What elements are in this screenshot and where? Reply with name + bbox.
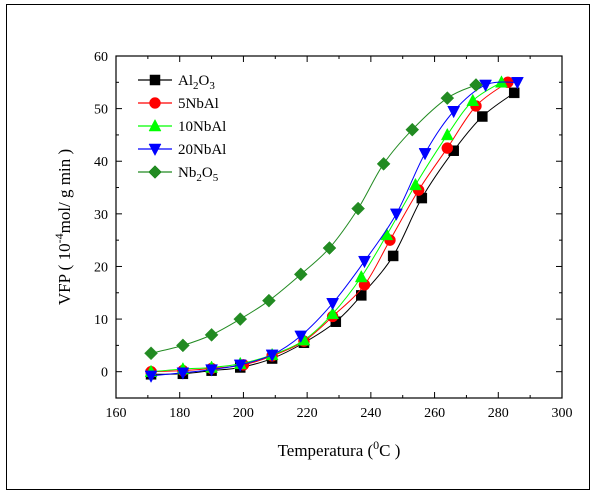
data-point — [144, 346, 158, 361]
data-point — [149, 97, 161, 109]
data-point — [440, 127, 454, 141]
data-point — [148, 143, 162, 157]
data-point — [405, 122, 420, 137]
y-axis-title-part: -4 — [52, 233, 66, 243]
data-point — [479, 79, 492, 92]
x-tick-label: 220 — [297, 406, 318, 421]
data-point — [205, 364, 218, 377]
data-point — [466, 93, 480, 106]
legend-text-part: 20NbAl — [178, 142, 226, 158]
data-point — [440, 91, 455, 105]
data-point — [389, 208, 403, 221]
legend-subscript: 2 — [196, 172, 202, 184]
x-tick-label: 260 — [424, 406, 445, 421]
legend-text-part: Al — [178, 73, 193, 89]
axes: 160 180 200 220 240 260 280 300 0 10 20 30 40 50 60 — [94, 50, 573, 421]
legend-subscript: 5 — [213, 172, 219, 184]
data-point — [176, 367, 190, 380]
data-point — [356, 290, 367, 301]
data-point — [387, 250, 399, 262]
data-point — [265, 349, 279, 362]
data-point — [233, 359, 247, 372]
legend-item: 10NbAl — [138, 118, 226, 135]
x-axis-title-part: Temperatura ( — [278, 441, 374, 460]
data-point — [441, 142, 454, 154]
x-axis-title: Temperatura (0C ) — [278, 438, 401, 460]
data-point — [477, 111, 488, 122]
data-point — [351, 201, 365, 216]
y-tick-label: 50 — [94, 103, 108, 118]
data-point — [469, 78, 483, 92]
legend-item: 20NbAl — [138, 142, 226, 158]
x-axis-title-part: C ) — [379, 441, 400, 460]
y-tick-label: 40 — [94, 155, 108, 170]
series-line — [151, 92, 515, 375]
data-point — [447, 105, 461, 119]
series-20NbAl — [144, 77, 524, 383]
x-tick-label: 280 — [488, 406, 509, 421]
x-tick-label: 180 — [169, 406, 190, 421]
y-axis-title: VFP ( 10-4mol/ g min ) — [52, 149, 74, 305]
legend-label: 10NbAl — [178, 119, 226, 135]
legend-item: Nb2O5 — [138, 165, 219, 184]
data-point — [409, 177, 422, 191]
data-point — [326, 298, 340, 311]
data-point — [418, 148, 432, 161]
data-point — [148, 118, 162, 132]
y-axis-title-part: mol/ g min ) — [55, 149, 74, 234]
legend-subscript: 3 — [209, 80, 215, 92]
data-point — [510, 77, 524, 90]
legend-item: Al2O3 — [138, 73, 215, 92]
legend-item: 5NbAl — [138, 96, 219, 112]
data-point — [149, 74, 161, 86]
data-point — [204, 328, 219, 342]
data-point — [176, 338, 190, 353]
legend-text-part: O — [202, 165, 213, 181]
legend-text-part: 10NbAl — [178, 119, 226, 135]
data-point — [354, 269, 368, 283]
x-tick-label: 300 — [552, 406, 573, 421]
data-point — [376, 157, 391, 171]
figure-frame — [6, 4, 590, 490]
data-point — [262, 293, 276, 308]
axis-titles: Temperatura (0C )VFP ( 10-4mol/ g min ) — [52, 149, 400, 460]
legend-label: Al2O3 — [178, 73, 215, 92]
legend-subscript: 2 — [193, 80, 199, 92]
legend-text-part: Nb — [178, 165, 196, 181]
x-tick-label: 240 — [360, 406, 381, 421]
data-point — [508, 87, 520, 99]
legend-label: 5NbAl — [178, 96, 219, 112]
data-point — [148, 165, 162, 179]
data-point — [144, 370, 158, 383]
y-tick-label: 20 — [94, 260, 108, 275]
data-point — [322, 241, 337, 255]
y-tick-label: 10 — [94, 313, 108, 328]
y-tick-label: 30 — [94, 208, 108, 223]
legend-label: Nb2O5 — [178, 165, 219, 184]
series-Nb2O5 — [144, 78, 483, 361]
legend-text-part: O — [199, 73, 210, 89]
y-axis-title-part: VFP ( 10 — [55, 243, 74, 305]
data-point — [233, 312, 248, 326]
x-tick-label: 160 — [106, 406, 127, 421]
legend-text-part: 5NbAl — [178, 96, 219, 112]
data-point — [294, 330, 308, 343]
series-layer — [144, 75, 524, 383]
legend-label: 20NbAl — [178, 142, 226, 158]
y-tick-label: 60 — [94, 50, 108, 65]
data-point — [293, 267, 308, 282]
data-point — [358, 255, 371, 269]
x-axis-title-part: 0 — [373, 438, 379, 452]
y-tick-label: 0 — [101, 366, 108, 381]
data-point — [326, 306, 340, 320]
x-tick-label: 200 — [233, 406, 254, 421]
